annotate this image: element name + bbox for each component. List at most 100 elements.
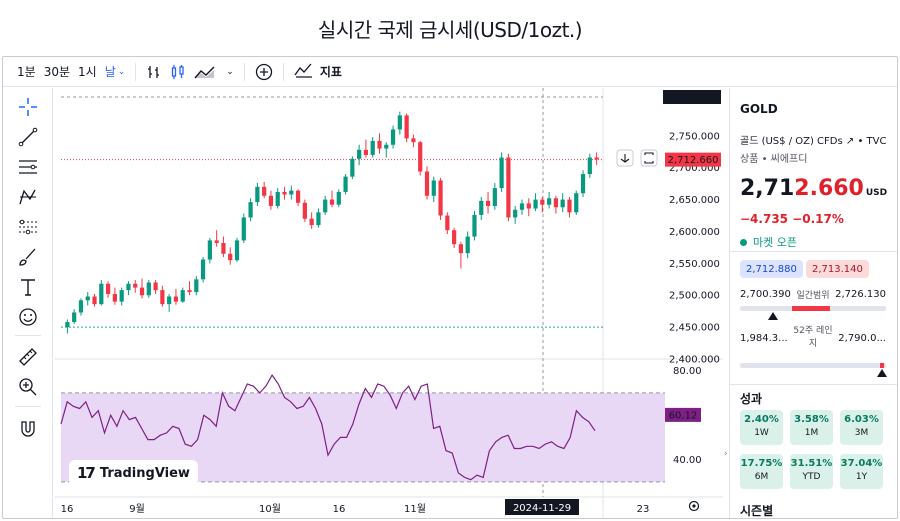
divider [243, 62, 245, 81]
price-tick-label: 2,650.000 [669, 195, 720, 206]
brush-icon[interactable] [17, 246, 39, 268]
candle-body [72, 312, 77, 323]
tradingview-logo[interactable]: 17 TradingView [69, 460, 198, 486]
day-range: 2,700.390 일간범위 2,726.130 [740, 289, 886, 301]
candle-body [78, 300, 84, 313]
chevron-down-icon: ⌄ [117, 66, 126, 77]
price-tick-label: 2,500.000 [669, 291, 720, 302]
perf-1y[interactable]: 37.04% 1Y [840, 454, 883, 489]
candle-body [153, 282, 158, 291]
candle-body [316, 212, 321, 226]
candle-body [363, 149, 369, 155]
magnet-icon[interactable] [17, 418, 39, 440]
forecast-icon[interactable] [17, 216, 39, 238]
x-label: 23 [637, 504, 650, 515]
candle-body [370, 140, 375, 155]
candle-body [289, 190, 294, 195]
collapse-panel-button[interactable]: › [724, 449, 728, 459]
bar-chart-icon[interactable] [142, 57, 166, 87]
performance-title: 성과 [740, 392, 763, 406]
scroll-down-button[interactable] [616, 149, 634, 167]
indicators-button[interactable]: 지표 [290, 57, 346, 87]
divider [730, 251, 897, 252]
candle-body [350, 158, 355, 177]
candle-body [499, 157, 504, 189]
candle-body [472, 214, 477, 237]
zoom-in-icon[interactable] [17, 376, 39, 398]
candle-body [513, 209, 518, 218]
candle-body [540, 199, 545, 205]
candle-body [397, 115, 402, 130]
perf-ytd[interactable]: 31.51% YTD [790, 454, 833, 489]
ruler-icon[interactable] [17, 346, 39, 368]
price-tick-label: 2,750.000 [669, 131, 720, 142]
candle-body [146, 282, 151, 296]
candle-body [295, 190, 301, 203]
trend-line-icon[interactable] [17, 126, 39, 148]
candle-body [418, 142, 423, 172]
last-price: 2,712.660 USD [740, 176, 888, 201]
interval-30m[interactable]: 30분 [43, 65, 70, 79]
day-range-fill [792, 306, 830, 311]
rsi-value-label: 60.12 [669, 410, 698, 421]
text-icon[interactable] [17, 276, 39, 298]
page-title: 실시간 국제 금시세(USD/1ozt.) [317, 17, 583, 42]
x-label: 10월 [259, 503, 281, 515]
candle-body [574, 193, 579, 213]
price-axis: 2,750.000 2,700.000 2,650.000 2,600.000 2,55… [669, 131, 720, 365]
price-change: −4.735 −0.17% [740, 212, 844, 226]
candle-body [424, 171, 430, 196]
x-label: 16 [61, 504, 74, 515]
interval-1d[interactable]: 날 ⌄ [104, 65, 126, 79]
candle-body [302, 202, 307, 219]
divider [730, 384, 897, 385]
symbol-name[interactable]: GOLD [740, 102, 778, 116]
candle-body [255, 186, 260, 203]
candle-body [180, 290, 185, 302]
candle-body [587, 157, 592, 175]
x-label: 16 [333, 504, 346, 515]
candle-body [126, 283, 131, 291]
fib-retracement-icon[interactable] [17, 156, 39, 178]
ask-badge: 2,713.140 [806, 260, 869, 278]
candle-body [228, 253, 233, 261]
symbol-info-panel: GOLD 골드 (US$ / OZ) CFDs ↗ • TVC 상품 • 씨에프… [729, 88, 897, 518]
area-chart-icon[interactable] [190, 57, 220, 87]
candle-body [262, 186, 267, 196]
candle-body [234, 240, 240, 261]
candles-icon[interactable] [166, 57, 190, 87]
settings-gear-icon[interactable] [688, 500, 700, 512]
candle-body [390, 129, 396, 145]
week52-marker-icon [877, 369, 887, 377]
external-link-icon[interactable]: ↗ [845, 136, 855, 147]
crosshair-icon[interactable] [17, 96, 39, 118]
crosshair-price-tag [663, 90, 721, 104]
candle-body [173, 296, 179, 302]
tradingview-mark-icon: 17 [77, 464, 96, 482]
candle-body [207, 240, 212, 260]
week52-range-fill [880, 363, 884, 368]
candle-body [485, 200, 491, 206]
pattern-icon[interactable] [17, 186, 39, 208]
perf-6m[interactable]: 17.75% 6M [740, 454, 783, 489]
chevron-down-icon[interactable]: ⌄ [226, 66, 234, 77]
day-range-bar [740, 306, 886, 320]
perf-3m[interactable]: 6.03% 3M [840, 410, 883, 445]
candle-body [479, 200, 484, 215]
add-compare-icon[interactable] [251, 57, 277, 87]
price-chart[interactable]: 2,750.000 2,700.000 2,650.000 2,600.000 2,55… [55, 88, 723, 519]
interval-1h[interactable]: 1시 [78, 65, 97, 79]
emoji-icon[interactable] [17, 306, 39, 328]
divider [15, 406, 41, 407]
candle-body [445, 215, 450, 231]
symbol-description: 골드 (US$ / OZ) CFDs ↗ • TVC [740, 136, 887, 147]
interval-1m[interactable]: 1분 [17, 65, 36, 79]
candle-body [92, 296, 97, 305]
candle-body [329, 199, 335, 205]
auto-scale-button[interactable] [640, 149, 658, 167]
candle-body [214, 240, 219, 243]
perf-1w[interactable]: 2.40% 1W [740, 410, 783, 445]
candles [65, 111, 599, 334]
perf-1m[interactable]: 3.58% 1M [790, 410, 833, 445]
candle-body [119, 290, 124, 302]
